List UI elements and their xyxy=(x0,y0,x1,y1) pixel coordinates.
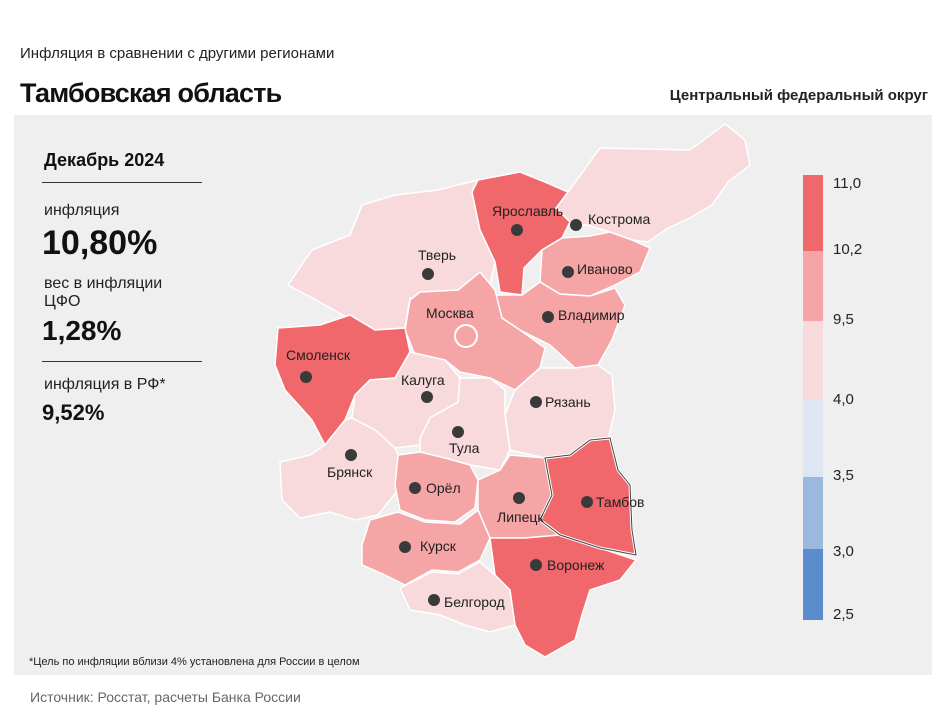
region-tambov-outline xyxy=(539,437,637,556)
city-label-orel: Орёл xyxy=(426,480,461,496)
rf-inflation-value: 9,52% xyxy=(42,400,105,425)
city-dot xyxy=(422,268,434,280)
stats-block: Декабрь 2024 инфляция 10,80% вес в инфля… xyxy=(42,150,202,426)
city-dot xyxy=(421,391,433,403)
city-dot xyxy=(409,482,421,494)
region-voronezh[interactable] xyxy=(489,534,638,658)
legend-swatch xyxy=(803,251,823,321)
city-dot xyxy=(345,449,357,461)
city-dot xyxy=(511,224,523,236)
weight-label: вес в инфляции ЦФО xyxy=(44,275,163,310)
city-label-kursk: Курск xyxy=(420,538,457,554)
period-label: Декабрь 2024 xyxy=(44,150,165,170)
source-note: Источник: Росстат, расчеты Банка России xyxy=(30,689,301,705)
city-label-voronezh: Воронеж xyxy=(547,557,605,573)
region-kostroma[interactable] xyxy=(555,123,751,243)
weight-value: 1,28% xyxy=(42,315,122,346)
city-label-yaroslavl: Ярославль xyxy=(492,203,563,219)
city-label-tambov: Тамбов xyxy=(596,494,644,510)
city-label-moscow: Москва xyxy=(426,305,474,321)
city-label-smolensk: Смоленск xyxy=(286,347,351,363)
city-dot xyxy=(542,311,554,323)
city-dot xyxy=(570,219,582,231)
legend-label: 3,0 xyxy=(833,543,854,560)
inflation-label: инфляция xyxy=(44,202,120,219)
legend-swatch xyxy=(803,175,823,251)
city-label-tula: Тула xyxy=(449,440,480,456)
footnote: *Цель по инфляции вблизи 4% установлена … xyxy=(29,656,360,668)
city-label-ivanovo: Иваново xyxy=(577,261,633,277)
city-dot xyxy=(399,541,411,553)
legend-label: 10,2 xyxy=(833,241,863,258)
legend-swatch xyxy=(803,549,823,620)
legend-label: 2,5 xyxy=(833,606,854,623)
city-dot xyxy=(513,492,525,504)
district-label: Центральный федеральный округ xyxy=(669,87,928,104)
rf-inflation-label: инфляция в РФ* xyxy=(44,376,166,393)
city-dot xyxy=(530,559,542,571)
subtitle: Инфляция в сравнении с другими регионами xyxy=(20,45,335,62)
city-label-belgorod: Белгород xyxy=(444,594,505,610)
city-dot xyxy=(428,594,440,606)
city-label-kostroma: Кострома xyxy=(588,211,651,227)
city-label-ryazan: Рязань xyxy=(545,394,591,410)
region-kursk[interactable] xyxy=(361,508,491,586)
inflation-value: 10,80% xyxy=(42,224,158,262)
city-label-kaluga: Калуга xyxy=(401,372,445,388)
legend-label: 3,5 xyxy=(833,467,854,484)
city-label-vladimir: Владимир xyxy=(558,307,625,323)
city-label-lipetsk: Липецк xyxy=(497,509,544,525)
legend-swatch xyxy=(803,321,823,400)
legend-swatch xyxy=(803,477,823,549)
divider xyxy=(42,361,202,362)
region-orel[interactable] xyxy=(394,451,479,523)
moscow-ring xyxy=(454,324,478,348)
city-label-tver: Тверь xyxy=(418,247,456,263)
page-title: Тамбовская область xyxy=(20,78,282,108)
legend-label: 11,0 xyxy=(833,175,862,192)
city-dot xyxy=(530,396,542,408)
city-dot xyxy=(452,426,464,438)
region-vladimir[interactable] xyxy=(493,281,626,369)
city-dot xyxy=(581,496,593,508)
city-dot xyxy=(300,371,312,383)
legend-label: 4,0 xyxy=(833,391,854,408)
divider xyxy=(42,182,202,183)
legend-label: 9,5 xyxy=(833,311,854,328)
city-label-bryansk: Брянск xyxy=(327,464,373,480)
city-dot xyxy=(562,266,574,278)
legend-swatch xyxy=(803,400,823,477)
